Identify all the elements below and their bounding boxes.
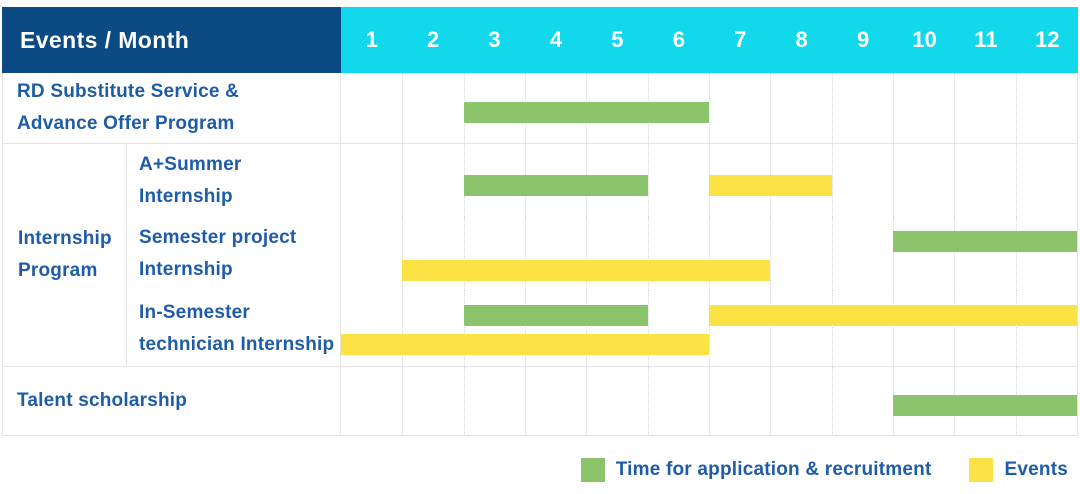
month-header-cell: 7: [734, 27, 747, 52]
gantt-bar-application: [463, 174, 648, 196]
row-label-in-semester-technician: In-Semester technician Internship: [127, 291, 341, 366]
month-gridline: [893, 217, 894, 291]
month-gridline: [463, 367, 465, 435]
month-gridline: [525, 291, 526, 366]
legend-label-events: Events: [1004, 459, 1068, 480]
month-gridline: [954, 217, 956, 291]
month-gridline: [954, 73, 956, 143]
month-gridline: [586, 217, 588, 291]
month-header-strip: 1 2 3 4 5 6 7 8 9 10 11 12: [341, 7, 1078, 73]
row-label-talent-scholarship: Talent scholarship: [3, 367, 341, 435]
month-gridline: [1015, 144, 1017, 217]
month-gridline: [831, 73, 833, 143]
month-header-cell: 1: [365, 27, 378, 52]
chart-cells-in-semester-technician: [341, 291, 1077, 366]
chart-cells-talent-scholarship: [341, 367, 1077, 435]
month-gridline: [402, 291, 404, 366]
month-gridline: [402, 217, 404, 291]
table-row-rd-substitute: RD Substitute Service & Advance Offer Pr…: [3, 73, 1077, 144]
month-gridline: [586, 367, 588, 435]
gantt-bar-events: [341, 334, 709, 355]
month-gridline: [402, 367, 404, 435]
month-gridline: [1015, 217, 1017, 291]
month-gridline: [463, 217, 465, 291]
month-gridline: [1015, 73, 1017, 143]
legend-swatch-events: [969, 458, 994, 482]
month-gridline: [709, 217, 710, 291]
row-label-semester-project: Semester project Internship: [127, 217, 341, 291]
month-header-cell: 11: [974, 27, 998, 52]
legend-item-application: Time for application & recruitment: [580, 458, 932, 482]
month-header-cell: 4: [549, 27, 563, 52]
gantt-bar-events: [709, 174, 832, 196]
chart-cells-rd-substitute: [341, 73, 1077, 143]
month-gridline: [709, 73, 710, 143]
month-gridline: [893, 291, 894, 366]
row-label-rd-substitute: RD Substitute Service & Advance Offer Pr…: [3, 73, 341, 143]
month-header-cell: 6: [672, 27, 685, 52]
chart-cells-semester-project: [341, 217, 1077, 291]
month-gridline: [831, 291, 833, 366]
internship-program-group: Internship Program A+Summer Internship S…: [3, 144, 1077, 367]
legend: Time for application & recruitment Events: [580, 458, 1068, 482]
month-header-cell: 12: [1035, 27, 1060, 52]
month-gridline: [586, 291, 588, 366]
gantt-bar-application: [893, 231, 1077, 252]
table-row-a-plus-summer: A+Summer Internship: [127, 144, 1077, 217]
table-header-row: Events / Month 1 2 3 4 5 6 7 8 9 10 11 12: [2, 7, 1078, 73]
month-gridline: [647, 144, 649, 217]
table-row-in-semester-technician: In-Semester technician Internship: [127, 291, 1077, 366]
month-header-cell: 5: [611, 27, 624, 52]
month-gridline: [831, 217, 833, 291]
events-month-table: Events / Month 1 2 3 4 5 6 7 8 9 10 11 12 RD Substi…: [2, 7, 1078, 436]
month-gridline: [525, 367, 526, 435]
month-gridline: [1015, 291, 1017, 366]
month-gridline: [893, 73, 894, 143]
gantt-bar-application: [463, 305, 648, 326]
month-header-cell: 9: [856, 27, 870, 52]
gantt-bar-application: [463, 102, 709, 123]
month-gridline: [893, 144, 894, 217]
month-gridline: [831, 367, 833, 435]
month-gridline: [770, 73, 772, 143]
month-header-cell: 10: [912, 27, 937, 52]
row-label-a-plus-summer: A+Summer Internship: [127, 144, 341, 217]
table-body: RD Substitute Service & Advance Offer Pr…: [3, 73, 1077, 435]
month-gridline: [647, 217, 649, 291]
month-gridline: [954, 144, 956, 217]
chart-cells-a-plus-summer: [341, 144, 1077, 217]
month-gridline: [463, 291, 465, 366]
month-header-cell: 8: [795, 27, 808, 52]
legend-label-application: Time for application & recruitment: [615, 459, 932, 480]
month-gridline: [709, 367, 710, 435]
legend-swatch-application: [580, 458, 605, 482]
month-gridline: [770, 217, 772, 291]
legend-item-events: Events: [969, 458, 1068, 482]
month-gridline: [770, 367, 772, 435]
gantt-bar-events: [709, 305, 1077, 326]
month-gridline: [770, 291, 772, 366]
header-events-month-cell: Events / Month: [2, 7, 341, 73]
month-gridline: [525, 217, 526, 291]
table-row-talent-scholarship: Talent scholarship: [3, 367, 1077, 435]
gantt-bar-application: [893, 395, 1077, 416]
month-gridline: [709, 291, 710, 366]
gantt-bar-events: [402, 260, 771, 281]
month-gridline: [954, 291, 956, 366]
month-gridline: [402, 73, 404, 143]
month-gridline: [647, 291, 649, 366]
month-gridline: [647, 367, 649, 435]
table-row-semester-project: Semester project Internship: [127, 217, 1077, 291]
internship-program-subrows: A+Summer Internship Semester project Int…: [127, 144, 1077, 366]
group-label-internship-program: Internship Program: [3, 144, 127, 366]
month-gridline: [402, 144, 404, 217]
month-gridline: [831, 144, 833, 217]
month-header-cell: 3: [488, 27, 501, 52]
month-header-cell: 2: [427, 27, 440, 52]
